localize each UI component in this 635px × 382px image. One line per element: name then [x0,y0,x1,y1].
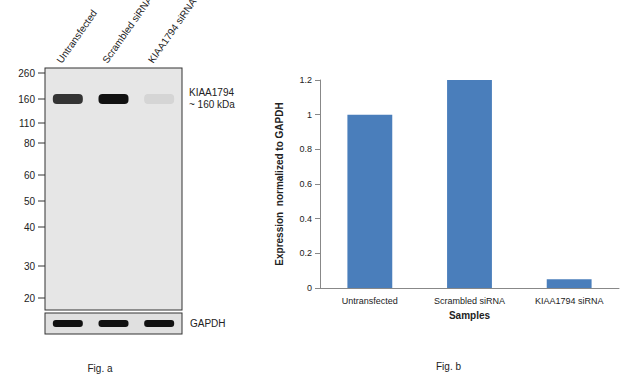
svg-text:80: 80 [24,138,36,149]
svg-text:KIAA1794 siRNA: KIAA1794 siRNA [535,296,604,306]
svg-text:KIAA1794: KIAA1794 [189,87,234,98]
svg-text:60: 60 [24,170,36,181]
svg-text:GAPDH: GAPDH [190,318,226,329]
svg-text:260: 260 [18,68,35,79]
svg-text:160: 160 [18,94,35,105]
svg-text:0: 0 [307,283,312,293]
svg-text:1.2: 1.2 [299,75,312,85]
svg-text:1: 1 [307,110,312,120]
svg-text:~ 160 kDa: ~ 160 kDa [189,99,235,110]
svg-text:Samples: Samples [449,310,491,321]
svg-text:40: 40 [24,222,36,233]
svg-text:KIAA1794 siRNA: KIAA1794 siRNA [146,0,199,65]
svg-text:Expression normalized to GAPD: Expression normalized to GAPDH [274,102,285,265]
svg-text:0.4: 0.4 [299,214,312,224]
svg-text:0.6: 0.6 [299,179,312,189]
svg-text:Untransfected: Untransfected [54,8,99,65]
svg-text:Fig. a: Fig. a [87,363,112,374]
svg-text:0.8: 0.8 [299,144,312,154]
svg-text:110: 110 [19,118,35,129]
svg-text:0.2: 0.2 [299,248,312,258]
svg-text:Untransfected: Untransfected [342,296,398,306]
svg-text:20: 20 [24,293,36,304]
svg-text:30: 30 [24,261,36,272]
svg-text:Fig. b: Fig. b [436,361,461,372]
svg-text:Scrambled siRNA: Scrambled siRNA [434,296,505,306]
svg-text:50: 50 [24,196,36,207]
svg-text:Scrambled siRNA: Scrambled siRNA [100,0,154,65]
